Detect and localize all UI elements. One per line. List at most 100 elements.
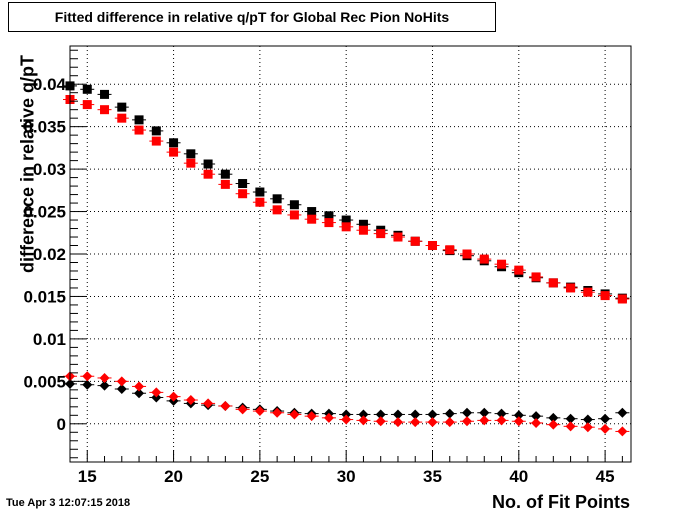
data-point-diamond: [358, 409, 369, 420]
data-point-square: [358, 219, 368, 229]
data-point-diamond: [410, 409, 421, 420]
data-point-diamond: [548, 412, 559, 423]
series-1: [63, 94, 630, 304]
data-point-diamond: [444, 417, 455, 428]
grid-lines: [70, 46, 631, 462]
y-tick-label: 0: [57, 415, 66, 434]
data-point-square: [514, 265, 524, 275]
data-point-square: [617, 294, 627, 304]
data-point-square: [410, 236, 420, 246]
y-tick-label: 0.025: [23, 203, 66, 222]
data-point-square: [548, 278, 558, 288]
data-point-square: [134, 115, 144, 125]
x-tick-label: 15: [78, 467, 97, 486]
x-tick-label: 40: [509, 467, 528, 486]
data-point-square: [82, 84, 92, 94]
data-point-diamond: [99, 372, 110, 383]
data-point-square: [203, 159, 213, 169]
data-point-diamond: [306, 411, 317, 422]
data-point-square: [376, 229, 386, 239]
data-point-square: [169, 138, 179, 148]
y-tick-label: 0.04: [33, 75, 67, 94]
data-point-diamond: [203, 398, 214, 409]
data-point-square: [600, 291, 610, 301]
y-tick-label: 0.01: [33, 330, 66, 349]
data-point-square: [307, 214, 317, 224]
data-point-diamond: [341, 414, 352, 425]
data-point-diamond: [427, 417, 438, 428]
data-point-diamond: [341, 409, 352, 420]
y-tick-label: 0.02: [33, 245, 66, 264]
chart-title: Fitted difference in relative q/pT for G…: [8, 2, 496, 32]
data-point-square: [272, 205, 282, 215]
data-point-diamond: [444, 408, 455, 419]
data-point-square: [117, 102, 127, 112]
data-point-diamond: [151, 392, 162, 403]
data-point-diamond: [582, 414, 593, 425]
data-point-diamond: [582, 422, 593, 433]
data-point-diamond: [168, 391, 179, 402]
data-point-diamond: [427, 409, 438, 420]
data-point-diamond: [392, 409, 403, 420]
y-tick-label: 0.015: [23, 287, 66, 306]
data-point-diamond: [116, 376, 127, 387]
data-point-square: [531, 272, 541, 282]
data-point-diamond: [375, 409, 386, 420]
data-point-square: [220, 169, 230, 179]
data-point-diamond: [531, 417, 542, 428]
data-point-square: [186, 149, 196, 159]
data-point-diamond: [99, 380, 110, 391]
data-point-square: [566, 283, 576, 293]
data-point-diamond: [134, 381, 145, 392]
data-point-diamond: [272, 407, 283, 418]
data-point-diamond: [237, 404, 248, 415]
data-point-square: [100, 105, 110, 115]
data-point-square: [272, 194, 282, 204]
data-point-diamond: [600, 413, 611, 424]
data-point-diamond: [600, 423, 611, 434]
data-point-diamond: [617, 426, 628, 437]
data-point-diamond: [496, 415, 507, 426]
data-point-square: [497, 259, 507, 269]
data-point-square: [462, 249, 472, 259]
data-point-diamond: [185, 395, 196, 406]
data-point-square: [341, 222, 351, 232]
data-point-diamond: [220, 400, 231, 411]
data-point-diamond: [289, 409, 300, 420]
data-point-diamond: [496, 408, 507, 419]
data-point-diamond: [134, 388, 145, 399]
data-point-diamond: [513, 416, 524, 427]
y-tick-label: 0.035: [23, 118, 66, 137]
axes: 15 20 25 30 35 40 45 0 0.005 0.01 0.015 0.02 0.025 0.…: [23, 49, 623, 486]
data-point-square: [255, 187, 265, 197]
data-point-square: [100, 89, 110, 99]
data-point-diamond: [82, 379, 93, 390]
y-tick-label: 0.03: [33, 160, 66, 179]
data-point-square: [117, 113, 127, 123]
data-point-diamond: [410, 417, 421, 428]
timestamp: Tue Apr 3 12:07:15 2018: [6, 497, 131, 509]
data-point-diamond: [565, 421, 576, 432]
x-tick-label: 30: [337, 467, 356, 486]
data-point-square: [151, 136, 161, 146]
x-tick-label: 20: [164, 467, 183, 486]
data-point-diamond: [254, 406, 265, 417]
data-point-diamond: [358, 415, 369, 426]
data-point-square: [238, 179, 248, 189]
data-point-square: [151, 126, 161, 136]
data-point-square: [583, 287, 593, 297]
data-point-diamond: [151, 387, 162, 398]
x-tick-label: 35: [423, 467, 442, 486]
x-tick-label: 45: [596, 467, 615, 486]
y-tick-label: 0.005: [23, 372, 66, 391]
data-point-diamond: [392, 417, 403, 428]
data-point-square: [169, 147, 179, 157]
data-point-square: [134, 125, 144, 135]
data-point-square: [220, 179, 230, 189]
series-3: [63, 371, 630, 437]
data-point-diamond: [323, 412, 334, 423]
x-tick-label: 25: [250, 467, 269, 486]
data-point-diamond: [479, 407, 490, 418]
data-point-square: [307, 207, 317, 217]
